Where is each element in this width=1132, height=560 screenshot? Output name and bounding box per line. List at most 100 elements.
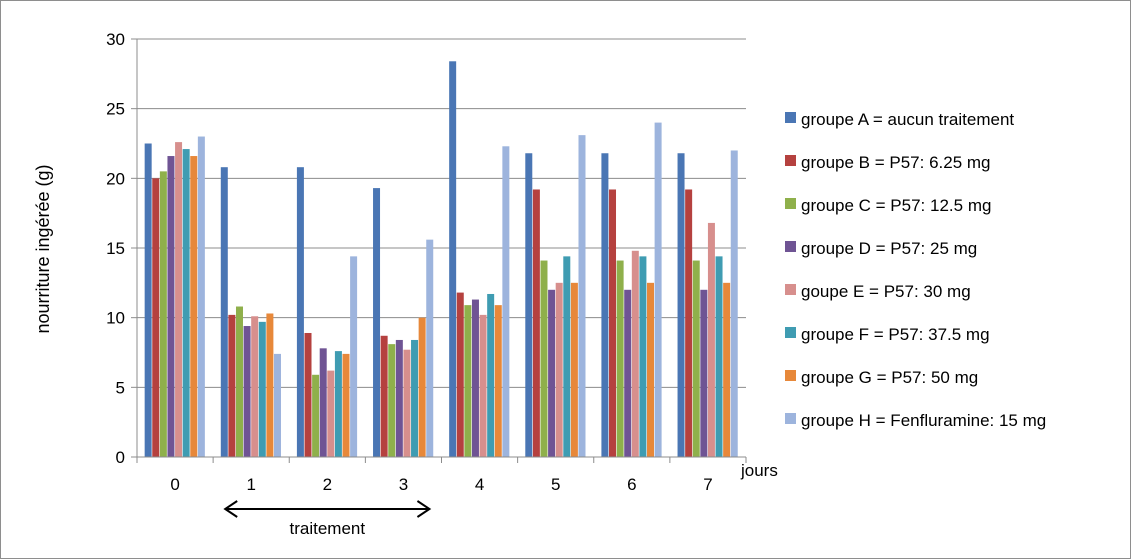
bar-series-2-cat-3 <box>380 335 388 457</box>
bar-series-6-cat-3 <box>411 339 419 457</box>
legend-label-4: groupe D = P57: 25 mg <box>801 239 977 258</box>
bar-series-8-cat-5 <box>578 135 586 457</box>
bar-series-1-cat-6 <box>601 153 609 457</box>
bar-series-2-cat-1 <box>228 314 236 457</box>
bar-series-7-cat-5 <box>570 282 578 457</box>
x-tick-label-1: 1 <box>246 475 255 494</box>
y-tick-label-15: 15 <box>106 239 125 258</box>
bar-series-1-cat-0 <box>144 143 152 457</box>
bar-series-2-cat-5 <box>532 189 540 458</box>
legend: groupe A = aucun traitement groupe B = P5… <box>785 110 1046 430</box>
bar-series-5-cat-4 <box>479 314 487 457</box>
bar-series-8-cat-2 <box>350 256 358 457</box>
bar-series-6-cat-5 <box>563 256 571 457</box>
y-tick-label-0: 0 <box>116 448 125 467</box>
bar-series-3-cat-5 <box>540 260 548 457</box>
bar-series-1-cat-1 <box>220 167 228 457</box>
y-tick-labels: 0 5 10 15 20 25 30 <box>106 30 125 467</box>
x-tick-label-0: 0 <box>170 475 179 494</box>
legend-swatch-4 <box>785 241 796 252</box>
bar-series-4-cat-5 <box>548 289 556 457</box>
bar-series-1-cat-2 <box>296 167 304 457</box>
bar-series-5-cat-7 <box>707 222 715 457</box>
bar-series-3-cat-4 <box>464 305 472 457</box>
legend-label-5: goupe E = P57: 30 mg <box>801 282 971 301</box>
legend-swatch-3 <box>785 198 796 209</box>
legend-swatch-7 <box>785 370 796 381</box>
bar-series-3-cat-7 <box>692 260 700 457</box>
bar-series-3-cat-0 <box>159 171 167 457</box>
bar-series-1-cat-3 <box>373 188 381 457</box>
bar-series-6-cat-0 <box>182 149 190 457</box>
legend-label-3: groupe C = P57: 12.5 mg <box>801 196 991 215</box>
bar-series-4-cat-7 <box>700 289 708 457</box>
legend-swatch-5 <box>785 284 796 295</box>
bar-series-7-cat-7 <box>723 282 731 457</box>
bar-series-7-cat-0 <box>190 156 198 458</box>
bar-series-6-cat-4 <box>487 293 495 457</box>
bar-series-8-cat-3 <box>426 239 434 457</box>
treatment-label: traitement <box>290 519 366 538</box>
x-tick-labels: 0 1 2 3 4 5 6 7 <box>170 475 712 494</box>
x-axis-label: jours <box>740 461 778 480</box>
bar-series-8-cat-1 <box>273 353 281 457</box>
bar-series-6-cat-6 <box>639 256 647 457</box>
legend-swatch-1 <box>785 112 796 123</box>
bar-series-8-cat-0 <box>197 136 205 457</box>
bar-series-7-cat-1 <box>266 313 274 457</box>
x-tick-label-2: 2 <box>323 475 332 494</box>
bar-series-5-cat-2 <box>327 370 335 457</box>
bar-series-6-cat-2 <box>334 351 342 457</box>
bar-series-2-cat-0 <box>152 178 160 457</box>
legend-label-7: groupe G = P57: 50 mg <box>801 368 978 387</box>
bar-series-2-cat-2 <box>304 332 312 457</box>
bar-series-8-cat-7 <box>730 150 738 457</box>
x-tick-label-3: 3 <box>399 475 408 494</box>
bar-series-1-cat-5 <box>525 153 533 457</box>
x-tick-label-5: 5 <box>551 475 560 494</box>
bar-series-4-cat-2 <box>319 348 327 457</box>
legend-swatch-6 <box>785 327 796 338</box>
bar-series-8-cat-6 <box>654 122 662 457</box>
x-tick-label-6: 6 <box>627 475 636 494</box>
y-tick-label-30: 30 <box>106 30 125 49</box>
treatment-annotation: traitement <box>223 500 432 538</box>
x-tick-label-4: 4 <box>475 475 484 494</box>
bar-series-4-cat-0 <box>167 156 175 458</box>
y-tick-label-10: 10 <box>106 309 125 328</box>
legend-swatch-8 <box>785 413 796 424</box>
y-tick-label-20: 20 <box>106 169 125 188</box>
y-tick-label-25: 25 <box>106 100 125 119</box>
bar-series-3-cat-1 <box>235 306 243 457</box>
legend-label-1: groupe A = aucun traitement <box>801 110 1014 129</box>
bar-series-5-cat-0 <box>175 142 183 458</box>
bar-series-7-cat-6 <box>647 282 655 457</box>
bar-series-7-cat-2 <box>342 353 350 457</box>
bar-series-3-cat-3 <box>388 344 396 457</box>
legend-swatch-2 <box>785 155 796 166</box>
bar-series-1-cat-7 <box>677 153 685 457</box>
bar-series-8-cat-4 <box>502 146 510 458</box>
bar-series-7-cat-3 <box>418 317 426 457</box>
bars <box>144 61 738 458</box>
bar-series-6-cat-1 <box>258 321 266 457</box>
bar-series-7-cat-4 <box>494 305 502 457</box>
bar-series-4-cat-6 <box>624 289 632 457</box>
bar-series-5-cat-6 <box>631 250 639 457</box>
bar-series-3-cat-6 <box>616 260 624 457</box>
legend-label-8: groupe H = Fenfluramine: 15 mg <box>801 411 1046 430</box>
y-tick-label-5: 5 <box>116 378 125 397</box>
bar-series-5-cat-3 <box>403 349 411 457</box>
bar-series-4-cat-4 <box>471 299 479 457</box>
bar-series-1-cat-4 <box>449 61 457 457</box>
bar-series-3-cat-2 <box>312 374 320 457</box>
bar-series-2-cat-7 <box>685 189 693 458</box>
bar-series-2-cat-4 <box>456 292 464 457</box>
bar-series-6-cat-7 <box>715 256 723 457</box>
x-tick-label-7: 7 <box>703 475 712 494</box>
bar-series-5-cat-1 <box>251 316 259 457</box>
axes <box>136 39 747 463</box>
treatment-arrow-head-left <box>223 500 238 518</box>
treatment-arrow-head-right <box>416 500 432 518</box>
